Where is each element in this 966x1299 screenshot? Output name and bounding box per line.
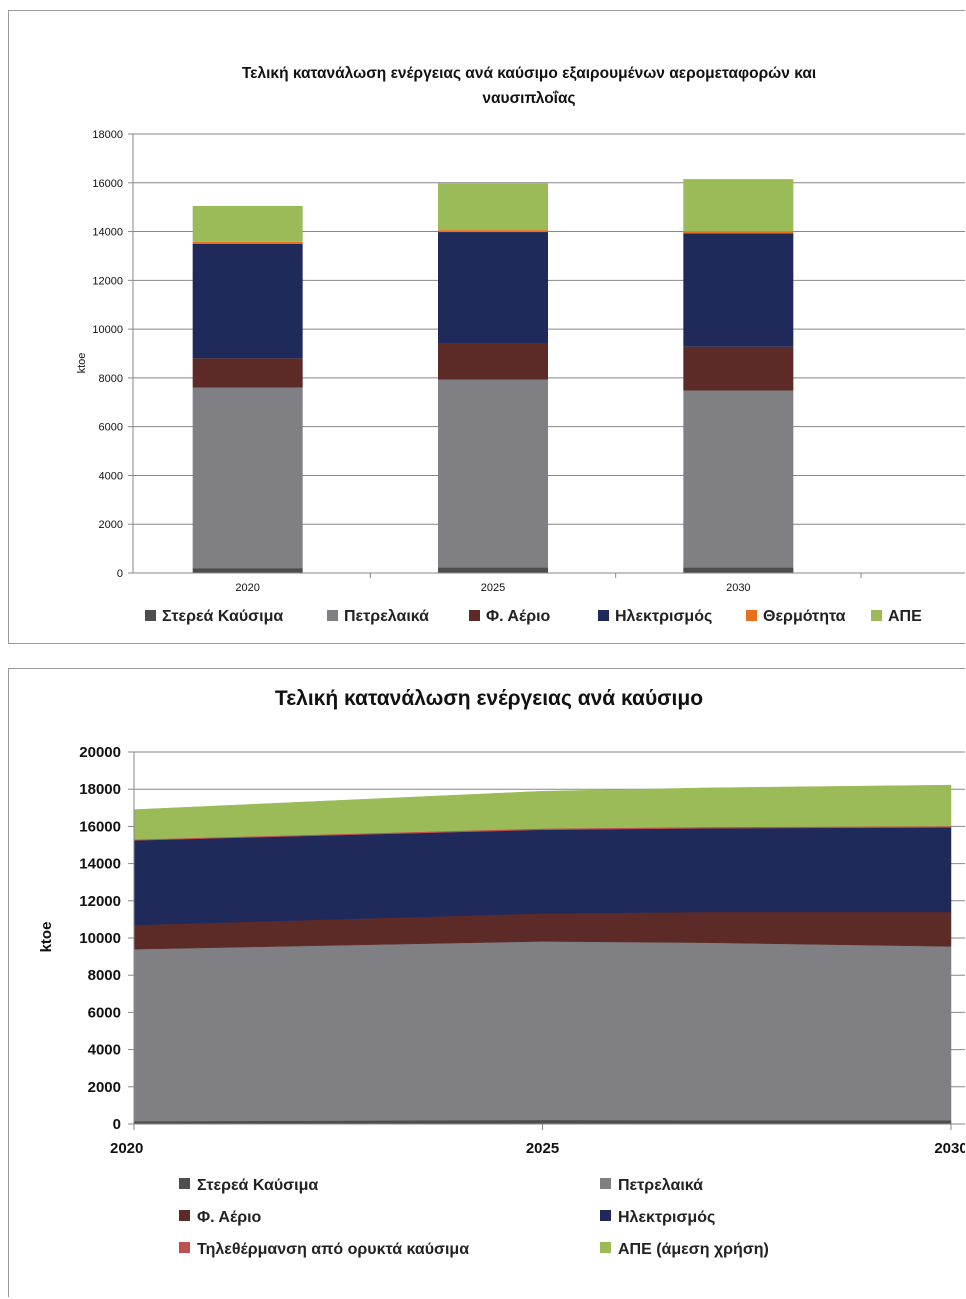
chart-title-line-1: Τελική κατανάλωση ενέργειας ανά καύσιμο … bbox=[242, 65, 816, 82]
y-tick-label: 18000 bbox=[79, 781, 121, 798]
legend-item-4: Θερμότητα bbox=[746, 608, 846, 625]
x-tick-label: 2025 bbox=[526, 1140, 559, 1157]
y-tick-label: 20000 bbox=[79, 744, 121, 761]
chart-panel-2: Τελική κατανάλωση ενέργειας ανά καύσιμο … bbox=[8, 668, 965, 1297]
legend-label: Θερμότητα bbox=[763, 608, 846, 625]
x-tick-label: 2030 bbox=[934, 1140, 965, 1157]
legend-label: Φ. Αέριο bbox=[486, 608, 551, 625]
bar-2030-series-3 bbox=[683, 233, 794, 347]
legend-item-1: Πετρελαικά bbox=[327, 608, 429, 625]
bar-2025-series-5 bbox=[438, 183, 548, 231]
legend-swatch bbox=[179, 1178, 190, 1189]
bar-2030-series-5 bbox=[683, 179, 794, 232]
chart-panel-1: Τελική κατανάλωση ενέργειας ανά καύσιμο … bbox=[8, 10, 965, 644]
y-tick-label: 0 bbox=[113, 1116, 121, 1133]
y-tick-label: 8000 bbox=[99, 373, 123, 385]
legend-label: Πετρελαικά bbox=[618, 1177, 703, 1194]
y-tick-label: 12000 bbox=[92, 275, 123, 287]
legend-item-3: Ηλεκτρισμός bbox=[600, 1209, 715, 1226]
bar-2025-series-1 bbox=[438, 379, 548, 568]
y-tick-label: 10000 bbox=[92, 324, 123, 336]
y-tick-label: 2000 bbox=[88, 1079, 121, 1096]
legend-swatch bbox=[746, 610, 757, 621]
legend-swatch bbox=[600, 1242, 611, 1253]
y-tick-label: 16000 bbox=[92, 178, 123, 190]
bar-2020-series-1 bbox=[192, 387, 303, 569]
legend-item-4: Τηλεθέρμανση από ορυκτά καύσιμα bbox=[179, 1241, 469, 1258]
y-tick-label: 0 bbox=[117, 568, 123, 580]
legend-item-2: Φ. Αέριο bbox=[469, 608, 551, 625]
x-tick-label: 2025 bbox=[481, 582, 505, 594]
y-tick-label: 12000 bbox=[79, 893, 121, 910]
bar-2030-series-2 bbox=[683, 346, 794, 391]
area-series-3 bbox=[133, 827, 952, 926]
legend-label: Φ. Αέριο bbox=[197, 1209, 262, 1226]
bar-2030-series-1 bbox=[683, 390, 794, 568]
y-tick-label: 14000 bbox=[79, 856, 121, 873]
legend-label: Ηλεκτρισμός bbox=[618, 1209, 715, 1226]
y-tick-label: 14000 bbox=[92, 227, 123, 239]
legend-label: Πετρελαικά bbox=[344, 608, 429, 625]
y-axis-label: ktoe bbox=[76, 353, 88, 374]
legend-swatch bbox=[600, 1178, 611, 1189]
x-tick-label: 2020 bbox=[235, 582, 259, 594]
legend-item-1: Πετρελαικά bbox=[600, 1177, 703, 1194]
stacked-area-chart: Τελική κατανάλωση ενέργειας ανά καύσιμο … bbox=[38, 687, 965, 1258]
legend-swatch bbox=[327, 610, 338, 621]
legend-item-0: Στερεά Καύσιμα bbox=[179, 1177, 318, 1194]
y-axis-label: ktoe bbox=[38, 922, 55, 953]
bar-2020-series-3 bbox=[192, 243, 303, 359]
legend-item-0: Στερεά Καύσιμα bbox=[145, 608, 283, 625]
y-tick-label: 6000 bbox=[99, 422, 123, 434]
stacked-bar-chart: Τελική κατανάλωση ενέργειας ανά καύσιμο … bbox=[76, 65, 965, 625]
bar-2030-series-0 bbox=[683, 567, 794, 573]
area-series-1 bbox=[133, 941, 952, 1122]
legend-label: Τηλεθέρμανση από ορυκτά καύσιμα bbox=[197, 1241, 469, 1258]
y-tick-label: 16000 bbox=[79, 818, 121, 835]
legend-item-3: Ηλεκτρισμός bbox=[598, 608, 712, 625]
bar-2025-series-2 bbox=[438, 343, 548, 380]
bar-2020-series-2 bbox=[192, 358, 303, 388]
y-tick-label: 4000 bbox=[88, 1042, 121, 1059]
legend-swatch bbox=[145, 610, 156, 621]
y-tick-label: 8000 bbox=[88, 967, 121, 984]
y-tick-label: 2000 bbox=[99, 519, 123, 531]
bar-2030-series-4 bbox=[683, 231, 794, 234]
y-tick-label: 4000 bbox=[99, 470, 123, 482]
legend-item-5: ΑΠΕ (άμεση χρήση) bbox=[600, 1241, 769, 1258]
legend-swatch bbox=[871, 610, 882, 621]
bar-2020-series-4 bbox=[192, 241, 303, 244]
legend-swatch bbox=[469, 610, 480, 621]
legend-swatch bbox=[179, 1210, 190, 1221]
legend-label: Στερεά Καύσιμα bbox=[197, 1177, 318, 1194]
legend-label: ΑΠΕ (άμεση χρήση) bbox=[618, 1241, 769, 1258]
legend-label: Στερεά Καύσιμα bbox=[162, 608, 283, 625]
y-tick-label: 18000 bbox=[92, 129, 123, 141]
bar-2020-series-5 bbox=[192, 205, 303, 242]
x-tick-label: 2030 bbox=[726, 582, 750, 594]
bar-2025-series-3 bbox=[438, 232, 548, 344]
legend-swatch bbox=[598, 610, 609, 621]
area-series-5 bbox=[133, 784, 952, 840]
legend-swatch bbox=[179, 1242, 190, 1253]
legend-item-2: Φ. Αέριο bbox=[179, 1209, 262, 1226]
legend-label: ΑΠΕ bbox=[888, 608, 922, 625]
chart-title: Τελική κατανάλωση ενέργειας ανά καύσιμο bbox=[275, 687, 703, 710]
y-tick-label: 6000 bbox=[88, 1004, 121, 1021]
legend-swatch bbox=[600, 1210, 611, 1221]
x-tick-label: 2020 bbox=[110, 1140, 143, 1157]
bar-2025-series-4 bbox=[438, 230, 548, 233]
bar-2020-series-0 bbox=[192, 568, 303, 573]
bar-2025-series-0 bbox=[438, 567, 548, 573]
legend-label: Ηλεκτρισμός bbox=[615, 608, 712, 625]
legend-item-5: ΑΠΕ bbox=[871, 608, 922, 625]
y-tick-label: 10000 bbox=[79, 930, 121, 947]
chart-title-line-2: ναυσιπλοΐας bbox=[482, 90, 575, 107]
